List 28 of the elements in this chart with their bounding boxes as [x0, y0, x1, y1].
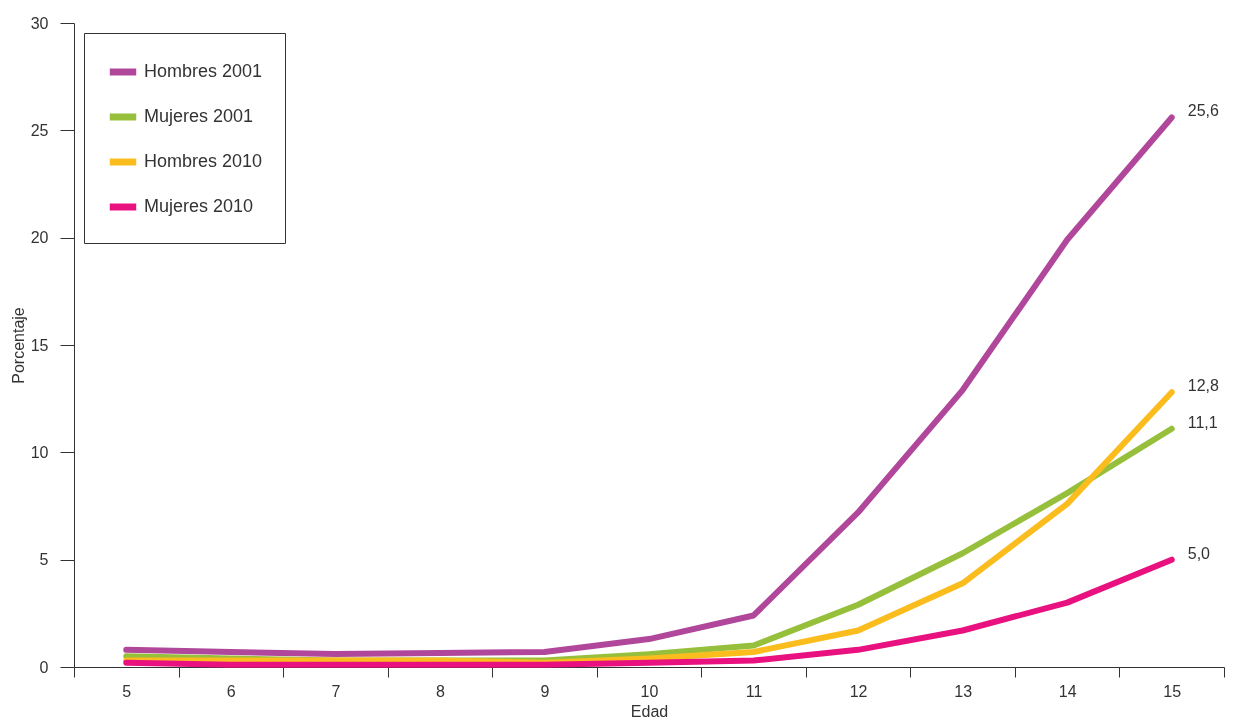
x-tick-label: 9: [540, 682, 550, 700]
data-label: 11,1: [1187, 413, 1218, 431]
x-tick-label: 13: [954, 682, 973, 700]
x-tick-label: 12: [849, 682, 868, 700]
legend-label: Hombres 2010: [144, 151, 263, 171]
y-tick-label: 20: [30, 229, 49, 247]
data-label: 5,0: [1187, 544, 1211, 562]
legend-label: Mujeres 2001: [144, 106, 254, 126]
x-tick-label: 6: [226, 682, 236, 700]
legend-label: Mujeres 2010: [144, 196, 254, 216]
data-label: 25,6: [1187, 102, 1219, 120]
x-tick-label: 7: [331, 682, 341, 700]
data-label: 12,8: [1187, 377, 1219, 395]
legend-label: Hombres 2001: [144, 61, 263, 81]
y-axis-title: Porcentaje: [9, 307, 27, 384]
x-tick-label: 5: [122, 682, 132, 700]
y-tick-label: 30: [30, 14, 49, 32]
y-tick-label: 5: [39, 551, 49, 569]
y-tick-label: 25: [30, 121, 49, 139]
x-tick-label: 10: [640, 682, 659, 700]
x-tick-label: 11: [745, 682, 763, 700]
y-tick-label: 10: [30, 443, 49, 461]
x-tick-label: 8: [435, 682, 445, 700]
x-tick-label: 15: [1163, 682, 1182, 700]
y-tick-label: 0: [39, 658, 49, 676]
x-tick-label: 14: [1058, 682, 1077, 700]
y-tick-label: 15: [30, 336, 49, 354]
x-axis-title: Edad: [630, 702, 669, 720]
